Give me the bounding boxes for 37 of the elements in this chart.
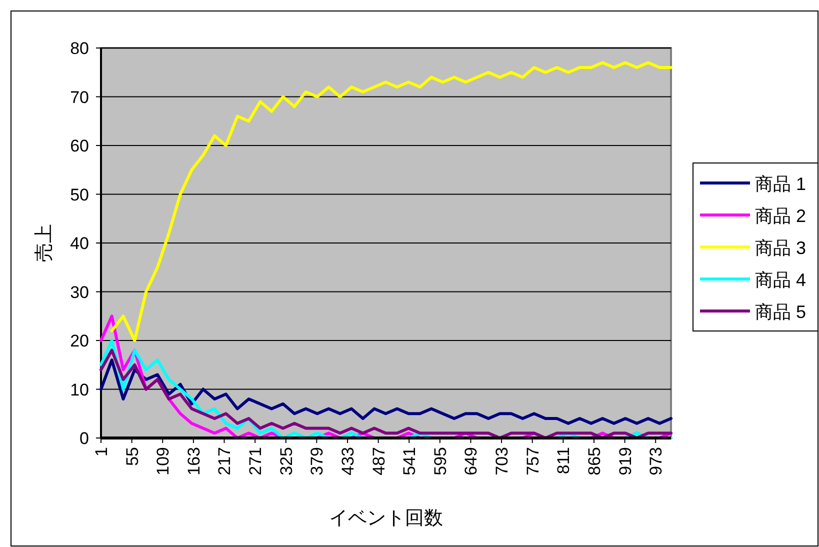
x-tick-label: 919 [616, 447, 635, 476]
y-tick-label: 20 [70, 332, 89, 350]
line-series [100, 358, 672, 425]
x-tick-label: 757 [523, 447, 542, 476]
x-tick-label: 973 [646, 447, 666, 476]
x-tick-label: 163 [184, 447, 204, 476]
x-tick-label: 325 [276, 447, 296, 476]
x-tick-label: 109 [154, 447, 173, 476]
legend-label: 商品 5 [755, 302, 806, 322]
x-tick-label: 379 [308, 447, 327, 476]
y-tick-label: 10 [70, 380, 89, 400]
x-tick-label: 1 [92, 447, 111, 456]
y-tick-label: 50 [70, 185, 89, 204]
x-tick-label: 433 [338, 447, 358, 476]
x-tick-label: 55 [122, 447, 142, 466]
legend-label: 商品 1 [755, 174, 806, 194]
y-tick-label: 70 [70, 88, 89, 107]
x-tick-label: 703 [492, 447, 512, 476]
line-series [110, 61, 672, 342]
y-tick-label: 60 [70, 136, 89, 156]
x-tick-label: 595 [430, 447, 450, 476]
legend-label: 商品 2 [755, 206, 806, 226]
x-tick-label: 217 [215, 447, 234, 476]
x-tick-label: 865 [584, 447, 604, 476]
x-tick-label: 271 [246, 447, 266, 476]
y-tick-label: 40 [70, 234, 89, 253]
x-tick-label: 487 [369, 447, 388, 476]
x-tick-label: 541 [400, 447, 420, 476]
x-axis-title: イベント回数 [329, 508, 443, 529]
x-tick-label: 649 [462, 447, 481, 476]
legend-label: 商品 3 [755, 238, 806, 258]
y-axis-title: 売上 [34, 224, 55, 262]
x-tick-label: 811 [554, 447, 574, 474]
y-tick-label: 0 [80, 429, 89, 448]
y-tick-label: 30 [70, 282, 89, 302]
y-tick-label: 80 [70, 39, 89, 58]
legend-label: 商品 4 [755, 270, 806, 290]
